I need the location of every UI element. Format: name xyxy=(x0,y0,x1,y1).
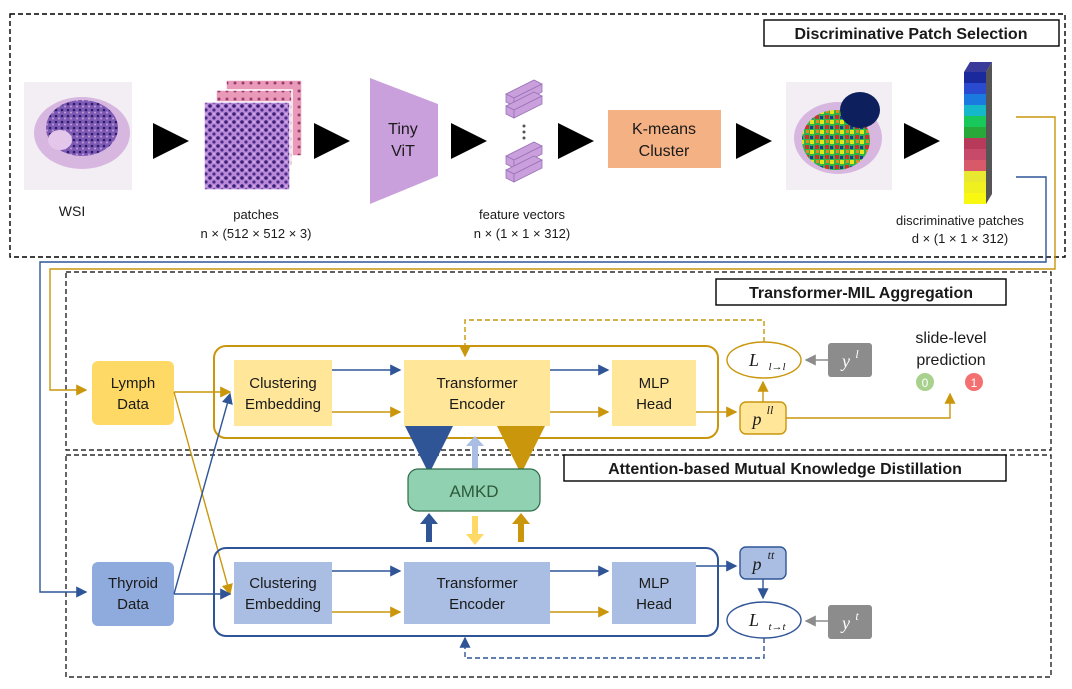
wsi-label: WSI xyxy=(59,203,85,219)
thyroid-mlp-block xyxy=(612,562,696,624)
lymph-encoder-line1: Transformer xyxy=(436,375,517,392)
patches-label: patches xyxy=(233,207,279,222)
lymph-clustering-line1: Clustering xyxy=(249,375,317,392)
lymph-clustering-line2: Embedding xyxy=(245,396,321,413)
class0-badge xyxy=(916,373,934,391)
transformer-mil-frame xyxy=(65,271,1052,451)
disc-patches-label: discriminative patches xyxy=(896,213,1024,228)
class0-label: 0 xyxy=(922,376,929,390)
lymph-encoder-line2: Encoder xyxy=(449,396,505,413)
thyroid-loss-symbol: L xyxy=(748,610,759,630)
thyroid-data-block xyxy=(92,562,174,626)
tiny-vit-line2: ViT xyxy=(391,143,415,160)
thyroid-clustering-line1: Clustering xyxy=(249,575,317,592)
lymph-pred-sup: ll xyxy=(767,403,774,417)
thyroid-loss-sub: t→t xyxy=(768,621,786,633)
lymph-mlp-line2: Head xyxy=(636,396,672,413)
kmeans-block xyxy=(608,110,721,168)
thyroid-pred-sup: tt xyxy=(768,548,775,562)
transformer-mil-title: Transformer-MIL Aggregation xyxy=(749,285,973,302)
class1-label: 1 xyxy=(971,376,978,390)
lymph-pred-symbol: p xyxy=(751,409,762,429)
thyroid-pred-symbol: p xyxy=(751,554,762,574)
patch-selection-title: Discriminative Patch Selection xyxy=(795,26,1028,43)
patches-dim: n × (512 × 512 × 3) xyxy=(201,226,312,241)
thyroid-data-line1: Thyroid xyxy=(108,575,158,592)
kmeans-line1: K-means xyxy=(632,121,696,138)
lymph-loss-symbol: L xyxy=(748,350,759,370)
patch-selection-frame xyxy=(9,13,1066,258)
thyroid-encoder-block xyxy=(404,562,550,624)
lymph-clustering-block xyxy=(234,360,332,426)
amkd-frame xyxy=(65,454,1052,678)
prediction-line2: prediction xyxy=(916,352,985,369)
thyroid-encoder-line1: Transformer xyxy=(436,575,517,592)
thyroid-model-container xyxy=(213,547,719,637)
feature-vectors xyxy=(505,79,543,183)
tiny-vit-block xyxy=(370,78,438,204)
wsi-thumbnail xyxy=(24,82,132,190)
thyroid-loss-ellipse xyxy=(726,601,802,639)
thyroid-label-symbol: y xyxy=(840,613,850,633)
arrowhead-amkd-gold-bottom xyxy=(512,513,530,524)
lymph-label-sup: l xyxy=(855,347,859,361)
arrowhead-amkd-yellow xyxy=(466,534,484,545)
arrow-pll-to-prediction xyxy=(786,392,956,419)
thyroid-mlp-line2: Head xyxy=(636,596,672,613)
arrow-thyroid-to-lymph-clustering xyxy=(173,392,233,595)
lymph-data-line1: Lymph xyxy=(111,375,155,392)
lymph-mlp-block xyxy=(612,360,696,426)
lymph-mlp-line1: MLP xyxy=(639,375,670,392)
tiny-vit-line1: Tiny xyxy=(388,121,418,138)
lymph-label-box xyxy=(828,343,872,377)
thyroid-clustering-block xyxy=(234,562,332,624)
thyroid-label-sup: t xyxy=(855,609,859,623)
lymph-encoder-block xyxy=(404,360,550,426)
route-gold-to-lymph xyxy=(49,116,1056,396)
kmeans-line2: Cluster xyxy=(639,143,690,160)
lymph-loss-feedback xyxy=(459,319,765,358)
thyroid-clustering-line2: Embedding xyxy=(245,596,321,613)
disc-patches-dim: d × (1 × 1 × 312) xyxy=(912,231,1008,246)
amkd-label: AMKD xyxy=(449,482,498,501)
amkd-block xyxy=(407,468,541,512)
prediction-line1: slide-level xyxy=(915,330,986,347)
patches-stack xyxy=(203,79,303,191)
lymph-pred-box xyxy=(739,401,787,435)
thyroid-mlp-line1: MLP xyxy=(639,575,670,592)
discriminative-patches-stack xyxy=(964,62,992,204)
route-blue-to-thyroid xyxy=(39,176,1047,598)
lymph-data-block xyxy=(92,361,174,425)
lymph-label-symbol: y xyxy=(840,351,850,371)
amkd-title-box xyxy=(563,454,1007,482)
lymph-loss-sub: l→l xyxy=(768,361,785,373)
thyroid-data-line2: Data xyxy=(117,596,149,613)
transformer-mil-title-box xyxy=(715,278,1007,306)
arrowhead-amkd-lightblue xyxy=(466,436,484,446)
thyroid-label-box xyxy=(828,605,872,639)
feature-vectors-label: feature vectors xyxy=(479,207,565,222)
amkd-title: Attention-based Mutual Knowledge Distill… xyxy=(608,461,962,478)
thyroid-loss-feedback xyxy=(459,636,765,659)
lymph-loss-ellipse xyxy=(726,341,802,379)
lymph-data-line2: Data xyxy=(117,396,149,413)
thyroid-encoder-line2: Encoder xyxy=(449,596,505,613)
arrowhead-amkd-blue-bottom xyxy=(420,513,438,524)
thyroid-pred-box xyxy=(739,546,787,580)
feature-vectors-dim: n × (1 × 1 × 312) xyxy=(474,226,570,241)
clustered-wsi xyxy=(786,82,892,190)
patch-selection-title-box xyxy=(763,19,1060,47)
class1-badge xyxy=(965,373,983,391)
